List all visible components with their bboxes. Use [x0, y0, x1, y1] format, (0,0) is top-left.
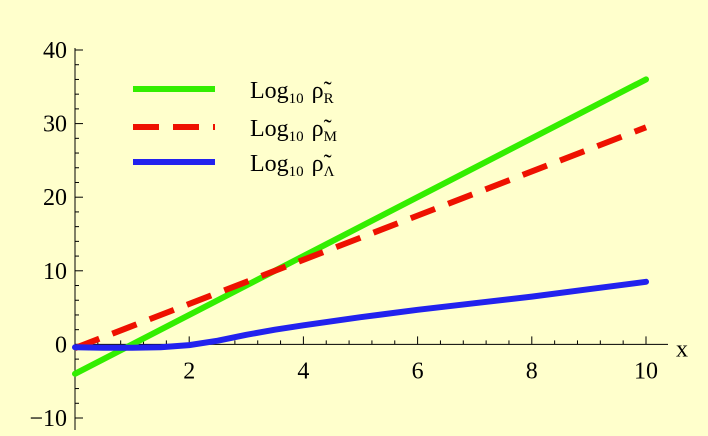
x-tick-label: 8	[526, 358, 538, 384]
y-tick-label: −10	[29, 406, 67, 432]
y-tick-label: 40	[43, 38, 67, 64]
x-tick-label: 10	[634, 358, 658, 384]
y-tick-label: 20	[43, 185, 67, 211]
y-tick-label: 0	[55, 332, 67, 358]
x-tick-label: 4	[297, 358, 309, 384]
y-tick-label: 10	[43, 259, 67, 285]
legend-label-1: Log10 ρ̃M	[250, 116, 337, 145]
x-axis-title: x	[676, 336, 688, 362]
x-tick-label: 2	[183, 358, 195, 384]
series-line-2	[72, 278, 649, 351]
axes: −10 0 10 20 30 40 2 4 6 8 10 x	[29, 38, 688, 432]
y-tick-label: 30	[43, 112, 67, 138]
series-line-0	[72, 76, 649, 377]
series-line-1	[73, 124, 648, 351]
x-tick-label: 6	[412, 358, 424, 384]
series-layer	[72, 76, 649, 377]
